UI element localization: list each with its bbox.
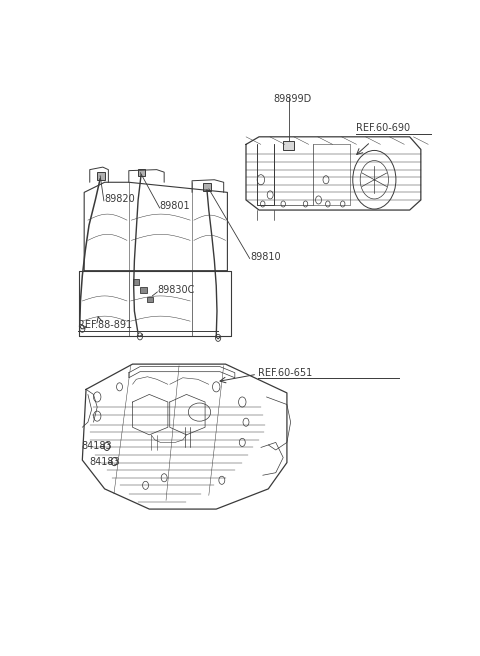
Text: 84183: 84183: [89, 457, 120, 466]
Text: 84183: 84183: [82, 441, 112, 451]
Bar: [140, 287, 147, 293]
Bar: [132, 279, 139, 285]
Text: REF.60-651: REF.60-651: [258, 368, 312, 378]
Bar: [203, 183, 211, 191]
Text: 89830C: 89830C: [157, 285, 195, 295]
Bar: [147, 297, 154, 302]
Text: 89810: 89810: [251, 251, 281, 262]
Text: REF.60-690: REF.60-690: [356, 123, 410, 133]
Bar: [97, 172, 106, 180]
Text: 89820: 89820: [104, 194, 135, 204]
Text: 89801: 89801: [160, 201, 191, 211]
Text: 89899D: 89899D: [273, 94, 312, 104]
Text: REF.88-891: REF.88-891: [78, 320, 132, 330]
Bar: [283, 141, 294, 150]
Bar: [138, 169, 145, 176]
